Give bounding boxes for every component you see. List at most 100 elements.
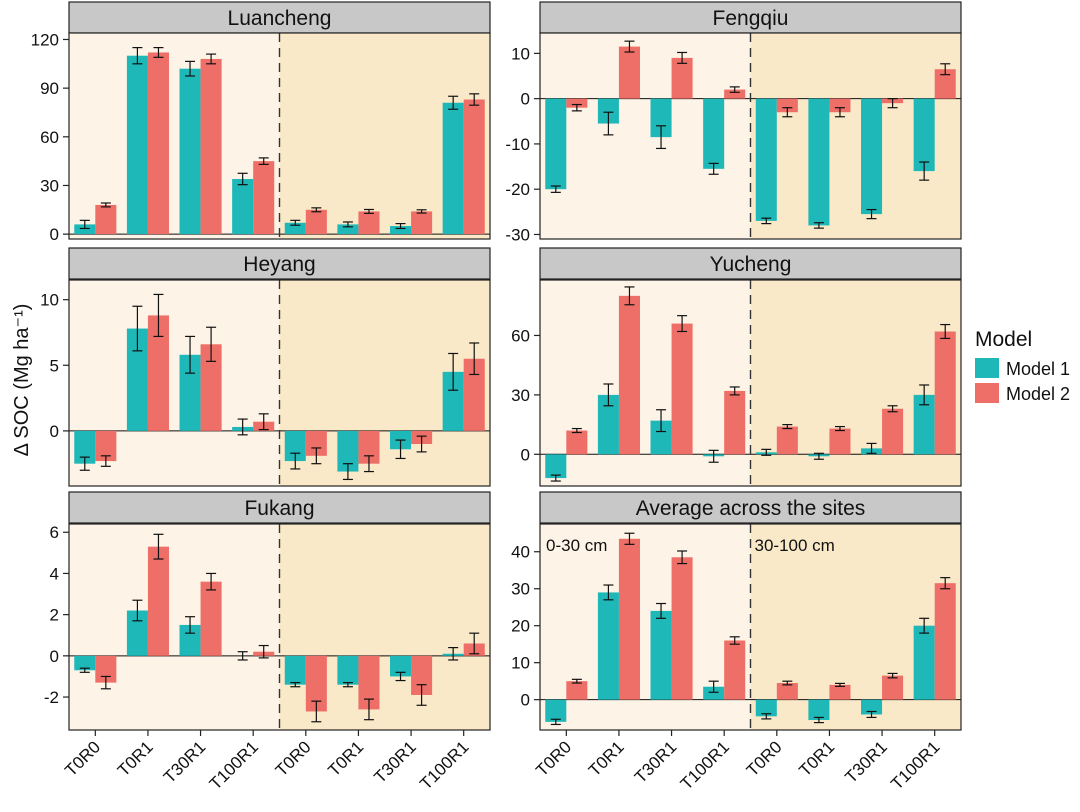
bar-model-2	[618, 538, 640, 700]
error-bar	[258, 413, 269, 431]
error-bar	[834, 425, 845, 432]
y-tick-label: 6	[50, 523, 59, 542]
bar-model-2	[358, 211, 380, 235]
error-bar	[311, 447, 322, 465]
error-bar	[782, 107, 793, 118]
bar-model-1	[755, 699, 777, 717]
y-tick-label: 90	[40, 79, 59, 98]
error-bar	[919, 161, 930, 181]
panel-border	[68, 523, 491, 731]
error-bar	[940, 577, 951, 590]
error-bar	[603, 383, 614, 407]
error-bar	[153, 293, 164, 338]
legend-label-model-2: Model 2	[1006, 384, 1070, 404]
error-bar	[363, 208, 374, 214]
error-bar	[132, 46, 143, 65]
bar-model-2	[95, 430, 117, 462]
bar-model-2	[829, 98, 851, 113]
panel-strip	[68, 1, 491, 34]
legend: Model Model 1 Model 2	[975, 328, 1070, 404]
bar-model-1	[650, 610, 672, 700]
bar-model-2	[882, 408, 904, 455]
legend-swatch-model-2	[975, 383, 999, 403]
bar-model-1	[808, 98, 830, 226]
y-tick-label: -10	[505, 135, 530, 154]
error-bar	[708, 162, 719, 175]
error-bar	[342, 682, 353, 688]
bar-model-1	[913, 394, 935, 455]
panel-3: Heyang 0 5 10	[40, 247, 491, 487]
bar-model-1	[337, 224, 359, 235]
bar-model-2	[253, 161, 275, 235]
error-bar	[395, 439, 406, 460]
error-bar	[469, 342, 480, 376]
error-bar	[132, 599, 143, 622]
y-tick-label: 0	[50, 225, 59, 244]
legend-label-model-1: Model 1	[1006, 359, 1070, 379]
error-bar	[571, 678, 582, 684]
error-bar	[550, 474, 561, 482]
bar-model-1	[74, 224, 96, 235]
y-tick-label: -20	[505, 180, 530, 199]
error-bar	[866, 710, 877, 719]
bar-model-2	[463, 358, 485, 431]
bar-model-2	[776, 426, 798, 455]
error-bar	[677, 51, 688, 64]
bar-model-2	[618, 46, 640, 99]
bar-model-1	[232, 178, 254, 235]
bar-model-1	[442, 102, 464, 235]
x-tick-label: T100R1	[206, 737, 262, 793]
bar-model-1	[913, 98, 935, 172]
error-bar	[469, 632, 480, 655]
bar-model-1	[597, 394, 619, 455]
error-bar	[761, 713, 772, 720]
bar-model-1	[284, 655, 306, 685]
bar-model-1	[861, 699, 883, 715]
error-bar	[677, 315, 688, 333]
bar-model-2	[411, 211, 433, 235]
error-bar	[448, 95, 459, 110]
bar-model-2	[463, 99, 485, 235]
bar-model-1	[74, 430, 96, 464]
x-tick-label: T0R0	[743, 737, 786, 780]
y-tick-label: 20	[511, 617, 530, 636]
bar-model-2	[829, 428, 851, 455]
error-bar	[185, 60, 196, 77]
panel-title: Heyang	[243, 253, 315, 276]
error-bar	[866, 208, 877, 220]
bar-model-1	[179, 68, 201, 235]
y-tick-label: -2	[44, 688, 59, 707]
error-bar	[761, 448, 772, 456]
bar-model-2	[147, 546, 169, 656]
y-tick-label: 120	[31, 30, 59, 49]
error-bar	[79, 456, 90, 471]
bar-model-1	[179, 624, 201, 656]
panel-title: Luancheng	[228, 7, 332, 30]
y-tick-label: 30	[511, 580, 530, 599]
bar-model-1	[126, 328, 148, 431]
bar-model-1	[390, 655, 412, 677]
x-tick-label: T0R1	[114, 737, 157, 780]
bar-model-2	[671, 323, 693, 455]
x-tick-label: T30R1	[631, 737, 681, 787]
error-bar	[185, 335, 196, 374]
panel-title: Fukang	[244, 497, 314, 520]
panel-border	[68, 279, 491, 487]
y-tick-label: 60	[511, 326, 530, 345]
bar-model-1	[126, 55, 148, 235]
legend-title: Model	[975, 328, 1032, 351]
error-bar	[571, 103, 582, 112]
bar-model-2	[358, 655, 380, 710]
error-bar	[206, 326, 217, 362]
error-bar	[782, 423, 793, 430]
y-tick-label: 10	[40, 291, 59, 310]
error-bar	[940, 63, 951, 76]
error-bar	[258, 157, 269, 165]
error-bar	[708, 449, 719, 463]
error-bar	[100, 675, 111, 690]
error-bar	[550, 185, 561, 193]
error-bar	[603, 111, 614, 136]
error-bar	[603, 584, 614, 601]
error-bar	[416, 684, 427, 706]
